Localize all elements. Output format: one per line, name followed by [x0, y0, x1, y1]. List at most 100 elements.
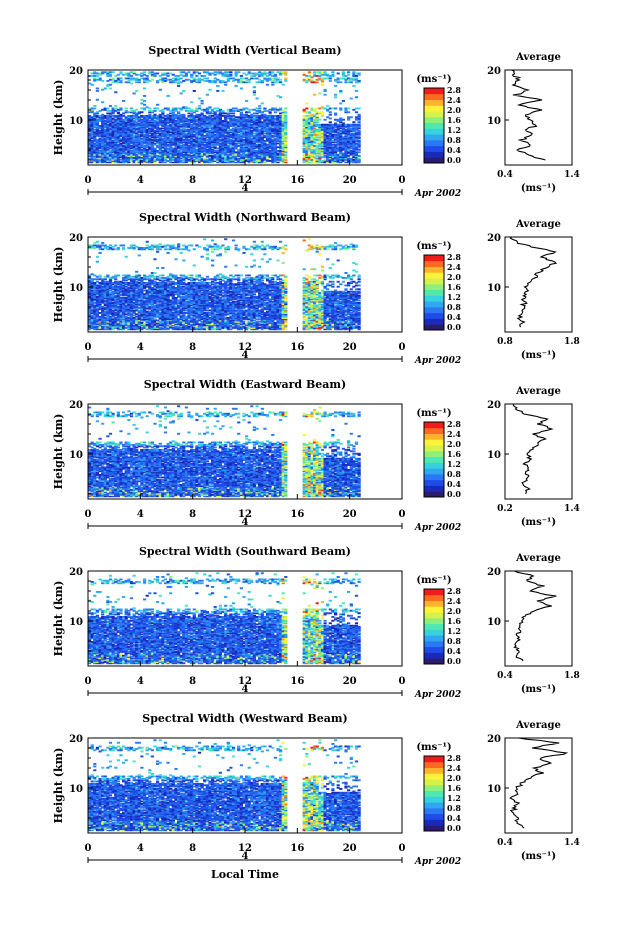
- heatmap-cell: [98, 135, 102, 137]
- heatmap-cell: [111, 155, 115, 157]
- heatmap-cells: [88, 71, 361, 164]
- heatmap-cell: [145, 77, 149, 80]
- heatmap-cell: [93, 107, 97, 110]
- heatmap-cell: [182, 113, 186, 116]
- heatmap-cell: [103, 156, 107, 159]
- heatmap-cell: [90, 137, 94, 140]
- average-unit: (ms⁻¹): [521, 183, 556, 194]
- heatmap-cell: [93, 122, 97, 125]
- heatmap-cell: [310, 78, 314, 81]
- x-tick-label: 16: [290, 175, 304, 186]
- heatmap-cell: [98, 133, 102, 136]
- heatmap-cell: [95, 133, 99, 136]
- heatmap-cell: [88, 146, 92, 149]
- heatmap-cell: [98, 127, 102, 130]
- heatmap-cell: [95, 78, 99, 81]
- heatmap-cell: [101, 101, 105, 104]
- heatmap-cell: [106, 137, 110, 140]
- heatmap-cell: [328, 113, 332, 116]
- heatmap-cell: [284, 71, 288, 74]
- heatmap-cell: [95, 115, 99, 117]
- heatmap-cell: [153, 110, 157, 112]
- heatmap-cell: [103, 107, 107, 110]
- heatmap-cell: [103, 278, 107, 281]
- colorbar-swatch: [424, 128, 444, 135]
- heatmap-cell: [106, 160, 110, 162]
- heatmap-cell: [101, 71, 105, 74]
- colorbar-tick-label: 2.8: [447, 85, 461, 95]
- heatmap-cell: [98, 117, 102, 120]
- heatmap-cell: [106, 125, 110, 127]
- heatmap-cell: [88, 116, 92, 119]
- heatmap-cell: [101, 146, 105, 149]
- heatmap-cell: [95, 135, 99, 137]
- heatmap-cell: [135, 108, 139, 111]
- panel-title: Spectral Width (Northward Beam): [139, 211, 351, 224]
- heatmap-cell: [187, 71, 191, 74]
- heatmap-cell: [323, 71, 327, 74]
- heatmap-cell: [90, 140, 94, 142]
- heatmap-cell: [88, 115, 92, 117]
- heatmap-cell: [98, 151, 102, 154]
- heatmap-cell: [111, 71, 115, 74]
- heatmap-cell: [103, 121, 107, 124]
- heatmap-cell: [95, 126, 99, 129]
- heatmap-cell: [357, 148, 361, 151]
- heatmap-cell: [108, 143, 113, 146]
- heatmap-cell: [137, 254, 141, 257]
- heatmap-cell: [103, 157, 107, 160]
- heatmap-cell: [93, 112, 97, 115]
- heatmap-cell: [284, 107, 288, 110]
- heatmap-cell: [101, 142, 105, 145]
- heatmap-cell: [93, 133, 97, 136]
- heatmap-cell: [124, 255, 128, 258]
- heatmap-cell: [90, 83, 94, 86]
- heatmap-cell: [234, 85, 238, 87]
- heatmap-cell: [95, 141, 99, 144]
- heatmap-cell: [98, 72, 102, 75]
- heatmap-cell: [93, 131, 97, 134]
- heatmap-cell: [98, 143, 102, 146]
- heatmap-cell: [95, 260, 99, 263]
- avg-x-tick-label: 1.4: [564, 170, 580, 180]
- heatmap-cell: [252, 90, 256, 92]
- heatmap-cell: [156, 107, 160, 110]
- heatmap-cell: [98, 77, 102, 80]
- heatmap-cell: [108, 132, 113, 135]
- heatmap-cell: [334, 96, 338, 99]
- heatmap-cell: [88, 107, 92, 110]
- heatmap-cell: [98, 140, 102, 142]
- heatmap-cell: [103, 116, 107, 119]
- heatmap-cell: [197, 105, 202, 107]
- heatmap-cell: [143, 100, 147, 102]
- heatmap-cell: [111, 160, 115, 162]
- heatmap-cell: [108, 121, 113, 124]
- heatmap-cell: [197, 97, 202, 100]
- heatmap-cell: [357, 113, 361, 116]
- heatmap-cell: [93, 147, 97, 150]
- heatmap-cell: [258, 107, 262, 110]
- colorbar-swatch: [424, 88, 444, 95]
- heatmap-cell: [108, 122, 113, 125]
- heatmap-cell: [93, 136, 97, 139]
- heatmap-cell: [93, 123, 97, 126]
- heatmap-cell: [284, 156, 288, 159]
- heatmap-cell: [279, 81, 283, 84]
- heatmap-cell: [132, 92, 136, 95]
- heatmap-cell: [95, 112, 99, 115]
- heatmap-cell: [101, 88, 105, 91]
- heatmap-cell: [106, 142, 110, 145]
- heatmap-cell: [93, 151, 97, 154]
- heatmap-cell: [320, 113, 325, 116]
- heatmap-cell: [339, 81, 343, 84]
- heatmap-cell: [93, 72, 97, 75]
- heatmap-cell: [357, 121, 361, 124]
- heatmap-cell: [302, 72, 306, 75]
- heatmap-cell: [103, 147, 107, 150]
- heatmap-cell: [90, 153, 94, 156]
- heatmap-cell: [108, 87, 113, 90]
- heatmap-cell: [106, 131, 110, 134]
- heatmap-cell: [88, 141, 92, 144]
- heatmap-cell: [88, 125, 92, 127]
- heatmap-cell: [245, 100, 249, 102]
